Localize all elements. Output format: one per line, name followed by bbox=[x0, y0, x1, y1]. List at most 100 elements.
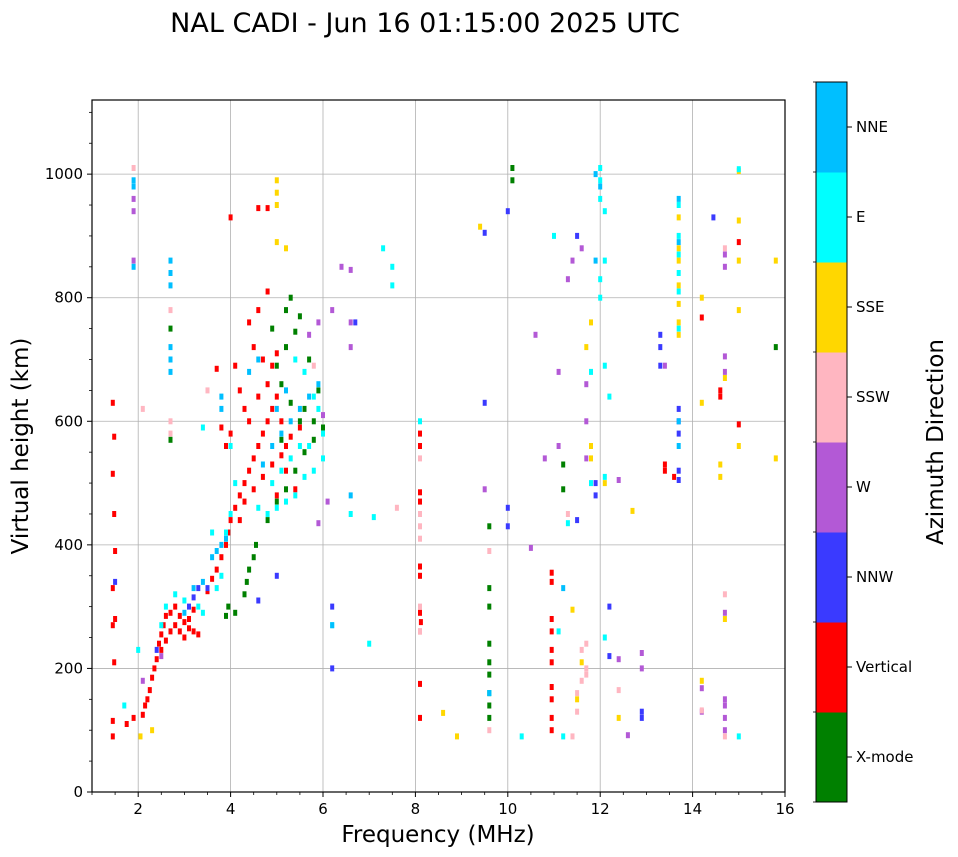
echo-point-vertical bbox=[161, 622, 166, 629]
echo-point-ssw bbox=[584, 640, 589, 647]
echo-point-vertical bbox=[418, 680, 422, 687]
echo-point-x-mode bbox=[510, 165, 515, 171]
echo-point-vertical bbox=[173, 603, 178, 610]
y-tick-label: 800 bbox=[54, 289, 83, 307]
echo-point-x-mode bbox=[251, 554, 256, 561]
echo-point-nnw bbox=[330, 665, 335, 672]
echo-point-nne bbox=[131, 263, 136, 270]
echo-point-vertical bbox=[256, 443, 261, 449]
echo-point-e bbox=[381, 245, 386, 252]
colorbar: X-mode Vertical NNW W SSW SSE E NNE bbox=[813, 81, 913, 803]
echo-point-vertical bbox=[182, 619, 187, 626]
echo-point-sse bbox=[138, 733, 143, 740]
echo-point-nnw bbox=[274, 572, 279, 579]
echo-point-vertical bbox=[219, 554, 224, 561]
echo-point-vertical bbox=[549, 727, 554, 734]
echo-point-x-mode bbox=[279, 436, 284, 443]
echo-point-nnw bbox=[676, 467, 681, 474]
echo-point-vertical bbox=[662, 461, 667, 468]
echo-point-nne bbox=[279, 430, 284, 437]
echo-point-ssw bbox=[394, 504, 399, 511]
echo-point-vertical bbox=[205, 588, 210, 595]
echo-point-e bbox=[210, 529, 215, 536]
echo-point-vertical bbox=[270, 405, 275, 412]
echo-point-w bbox=[584, 418, 589, 425]
echo-point-vertical bbox=[418, 619, 423, 626]
echo-point-e bbox=[676, 251, 681, 258]
echo-point-nnw bbox=[607, 653, 612, 660]
echo-point-sse bbox=[579, 659, 584, 666]
echo-point-vertical bbox=[210, 575, 215, 582]
echo-point-nne bbox=[676, 418, 681, 425]
echo-point-nne bbox=[284, 387, 288, 394]
echo-point-ssw bbox=[168, 430, 173, 437]
echo-point-w bbox=[722, 353, 727, 360]
echo-point-vertical bbox=[736, 421, 741, 428]
echo-point-nnw bbox=[575, 517, 580, 524]
echo-point-x-mode bbox=[297, 313, 302, 320]
echo-point-e bbox=[284, 498, 288, 505]
echo-point-vertical bbox=[110, 733, 115, 740]
echo-point-nne bbox=[168, 368, 173, 375]
echo-point-e bbox=[311, 393, 316, 400]
echo-point-vertical bbox=[418, 609, 422, 616]
echo-point-vertical bbox=[237, 387, 242, 394]
data-marks bbox=[110, 165, 778, 740]
echo-point-e bbox=[602, 634, 607, 641]
echo-point-nne bbox=[260, 461, 265, 468]
echo-point-vertical bbox=[110, 585, 115, 592]
echo-point-vertical bbox=[549, 616, 554, 622]
echo-point-x-mode bbox=[288, 399, 293, 406]
echo-point-vertical bbox=[110, 399, 115, 406]
colorbar-cell-vertical bbox=[816, 622, 847, 713]
echo-point-e bbox=[390, 282, 395, 289]
echo-point-sse bbox=[699, 677, 704, 684]
echo-point-ssw bbox=[584, 665, 589, 672]
echo-point-x-mode bbox=[242, 591, 247, 598]
echo-point-e bbox=[589, 480, 593, 487]
echo-point-x-mode bbox=[510, 177, 515, 184]
echo-point-vertical bbox=[672, 473, 677, 480]
chart-title: NAL CADI - Jun 16 01:15:00 2025 UTC bbox=[170, 8, 680, 39]
echo-point-ssw bbox=[418, 511, 422, 517]
echo-point-sse bbox=[736, 307, 741, 314]
echo-point-vertical bbox=[418, 563, 422, 570]
echo-point-nnw bbox=[658, 362, 663, 369]
echo-point-vertical bbox=[237, 517, 242, 524]
echo-point-sse bbox=[676, 257, 681, 264]
echo-point-ssw bbox=[131, 165, 136, 171]
echo-point-vertical bbox=[228, 517, 233, 524]
echo-point-vertical bbox=[182, 634, 187, 641]
echo-point-vertical bbox=[168, 628, 173, 635]
echo-point-nnw bbox=[187, 603, 191, 610]
echo-point-e bbox=[589, 368, 593, 375]
echo-point-vertical bbox=[699, 314, 704, 321]
colorbar-cell-w bbox=[816, 442, 847, 533]
echo-point-x-mode bbox=[487, 714, 492, 721]
echo-point-nne bbox=[676, 443, 681, 449]
echo-point-vertical bbox=[251, 455, 256, 462]
echo-point-x-mode bbox=[773, 344, 778, 351]
echo-point-w bbox=[722, 251, 727, 258]
echo-point-vertical bbox=[177, 628, 182, 635]
echo-point-sse bbox=[150, 727, 155, 734]
echo-point-ssw bbox=[722, 591, 727, 598]
echo-point-e bbox=[214, 585, 219, 592]
echo-point-nne bbox=[598, 183, 603, 190]
echo-point-vertical bbox=[163, 637, 168, 644]
echo-point-e bbox=[561, 733, 566, 740]
echo-point-sse bbox=[478, 223, 483, 230]
echo-point-x-mode bbox=[316, 387, 321, 394]
echo-point-sse bbox=[676, 282, 681, 289]
echo-point-sse bbox=[676, 300, 681, 307]
echo-point-e bbox=[598, 165, 603, 171]
y-tick-label: 600 bbox=[54, 412, 83, 430]
colorbar-tick-label: E bbox=[856, 208, 865, 226]
echo-point-e bbox=[173, 591, 178, 598]
echo-point-vertical bbox=[131, 714, 136, 721]
echo-point-e bbox=[288, 455, 293, 462]
echo-point-e bbox=[307, 443, 312, 449]
echo-point-nnw bbox=[658, 331, 663, 338]
